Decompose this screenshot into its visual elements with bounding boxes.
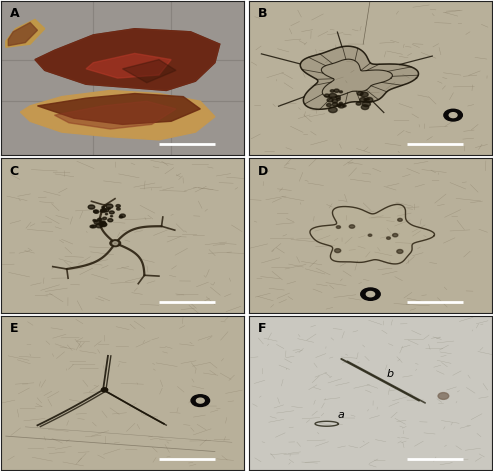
Text: A: A (9, 7, 19, 20)
Circle shape (334, 89, 339, 92)
Circle shape (90, 225, 94, 228)
Circle shape (335, 249, 341, 252)
Circle shape (113, 242, 118, 245)
Circle shape (349, 225, 354, 228)
Circle shape (110, 216, 112, 217)
Circle shape (392, 234, 398, 237)
Circle shape (106, 204, 113, 209)
Circle shape (326, 104, 331, 106)
Circle shape (364, 99, 367, 101)
Circle shape (343, 105, 346, 107)
Circle shape (368, 234, 372, 236)
Circle shape (106, 213, 107, 215)
Circle shape (94, 210, 99, 213)
Polygon shape (123, 60, 176, 83)
Circle shape (397, 250, 403, 253)
Circle shape (329, 93, 337, 98)
Circle shape (103, 217, 106, 219)
Circle shape (360, 92, 368, 97)
Circle shape (361, 105, 369, 110)
Circle shape (88, 205, 95, 209)
Polygon shape (8, 23, 37, 46)
Circle shape (102, 388, 107, 392)
Circle shape (196, 398, 204, 403)
Circle shape (101, 222, 105, 224)
Circle shape (327, 98, 333, 102)
Circle shape (337, 104, 341, 107)
Circle shape (110, 240, 121, 247)
Circle shape (108, 219, 113, 222)
Text: C: C (9, 164, 19, 178)
Circle shape (330, 89, 334, 92)
Circle shape (336, 96, 340, 99)
Circle shape (332, 103, 338, 106)
Circle shape (339, 102, 343, 104)
Circle shape (338, 104, 345, 108)
Circle shape (108, 208, 110, 209)
Text: F: F (257, 322, 266, 335)
Text: D: D (257, 164, 268, 178)
Polygon shape (300, 46, 419, 109)
Circle shape (119, 216, 123, 218)
Polygon shape (35, 29, 220, 90)
Circle shape (92, 225, 96, 228)
Circle shape (438, 393, 449, 399)
Circle shape (360, 97, 366, 102)
Text: B: B (257, 7, 267, 20)
Circle shape (449, 113, 457, 118)
Circle shape (357, 92, 363, 95)
Circle shape (101, 221, 106, 224)
Circle shape (95, 220, 98, 222)
Circle shape (94, 210, 98, 213)
Text: E: E (9, 322, 18, 335)
Polygon shape (37, 94, 200, 124)
Circle shape (120, 214, 125, 218)
Circle shape (98, 218, 102, 221)
Circle shape (339, 91, 343, 93)
Circle shape (387, 237, 390, 239)
Circle shape (96, 224, 103, 228)
Circle shape (191, 395, 210, 406)
Circle shape (444, 109, 462, 121)
Circle shape (101, 223, 106, 226)
Circle shape (94, 220, 101, 225)
Circle shape (366, 292, 375, 297)
Circle shape (365, 97, 373, 102)
Polygon shape (35, 29, 220, 90)
Circle shape (117, 208, 120, 210)
Circle shape (336, 226, 341, 228)
Circle shape (104, 209, 109, 212)
Polygon shape (54, 101, 176, 129)
Circle shape (361, 288, 380, 300)
Text: b: b (387, 369, 393, 379)
Circle shape (100, 222, 107, 227)
Polygon shape (86, 53, 171, 78)
Text: a: a (338, 409, 345, 420)
Circle shape (332, 99, 338, 103)
Circle shape (356, 102, 361, 105)
Circle shape (102, 206, 105, 208)
Circle shape (324, 94, 329, 97)
Polygon shape (20, 90, 215, 140)
Polygon shape (310, 204, 434, 264)
Circle shape (100, 211, 103, 212)
Circle shape (367, 98, 369, 100)
Circle shape (109, 211, 114, 214)
Polygon shape (6, 19, 45, 47)
Circle shape (116, 204, 120, 207)
Circle shape (398, 219, 402, 221)
Circle shape (93, 219, 96, 221)
Circle shape (328, 107, 337, 113)
Circle shape (362, 101, 370, 106)
Circle shape (336, 98, 340, 100)
Circle shape (101, 209, 106, 212)
